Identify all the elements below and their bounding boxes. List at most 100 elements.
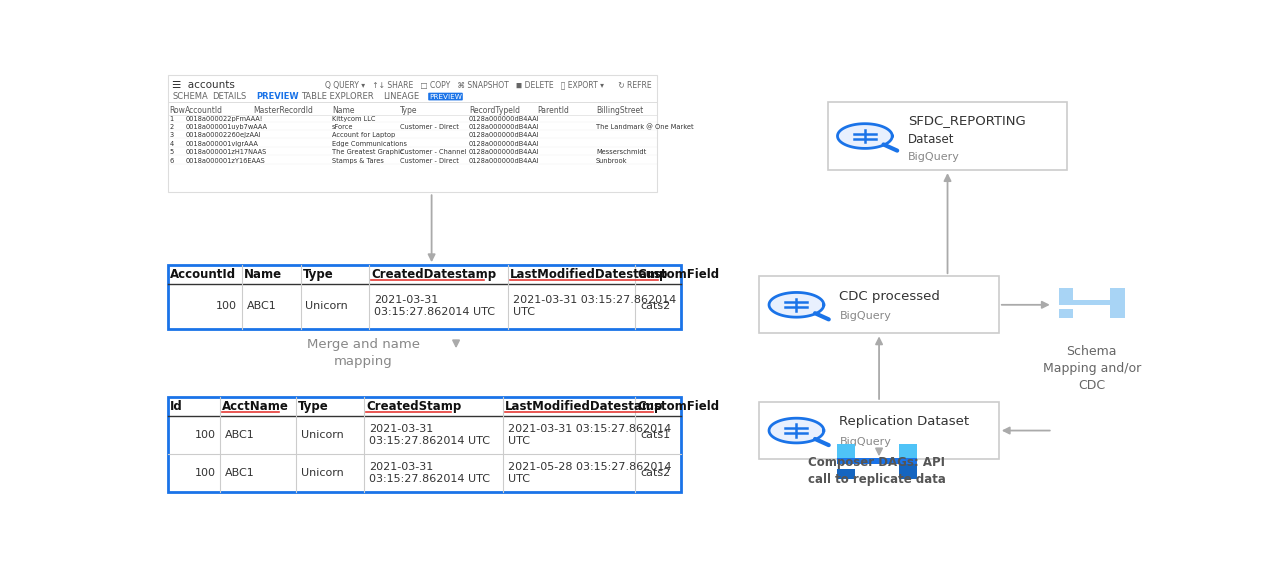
FancyBboxPatch shape bbox=[1059, 300, 1124, 305]
Text: AccountId: AccountId bbox=[169, 268, 236, 281]
Text: Messerschmidt: Messerschmidt bbox=[596, 149, 646, 155]
Text: cats2: cats2 bbox=[640, 468, 670, 478]
Text: 100: 100 bbox=[194, 468, 216, 478]
Text: CreatedDatestamp: CreatedDatestamp bbox=[371, 268, 496, 281]
Text: Composer DAGs: API
call to replicate data: Composer DAGs: API call to replicate dat… bbox=[808, 456, 945, 486]
Text: 0128a000000dB4AAI: 0128a000000dB4AAI bbox=[468, 158, 539, 163]
Text: Merge and name
mapping: Merge and name mapping bbox=[307, 338, 420, 368]
Text: 0018a000001zH17NAAS: 0018a000001zH17NAAS bbox=[186, 149, 266, 155]
FancyBboxPatch shape bbox=[828, 102, 1068, 170]
Text: MasterRecordId: MasterRecordId bbox=[254, 106, 313, 115]
Text: Row: Row bbox=[169, 106, 186, 115]
Text: 100: 100 bbox=[194, 430, 216, 440]
FancyBboxPatch shape bbox=[168, 398, 681, 492]
Text: LINEAGE: LINEAGE bbox=[384, 92, 419, 101]
FancyBboxPatch shape bbox=[837, 469, 854, 480]
Text: 3: 3 bbox=[169, 132, 174, 139]
Text: Sunbrook: Sunbrook bbox=[596, 158, 627, 163]
Text: Dataset: Dataset bbox=[907, 133, 954, 146]
Text: 0018a000001zY16EAAS: 0018a000001zY16EAAS bbox=[186, 158, 265, 163]
Text: The Greatest Graphic: The Greatest Graphic bbox=[332, 149, 404, 155]
FancyBboxPatch shape bbox=[1111, 302, 1124, 317]
Text: PREVIEW: PREVIEW bbox=[256, 92, 299, 101]
Text: 2021-03-31 03:15:27.862014
UTC: 2021-03-31 03:15:27.862014 UTC bbox=[507, 424, 671, 446]
Text: AcctName: AcctName bbox=[222, 400, 289, 413]
Text: ABC1: ABC1 bbox=[225, 430, 255, 440]
Text: 100: 100 bbox=[216, 301, 237, 311]
Polygon shape bbox=[838, 124, 892, 148]
Text: CustomField: CustomField bbox=[637, 400, 719, 413]
Text: sForce: sForce bbox=[332, 124, 353, 130]
Text: 2: 2 bbox=[169, 124, 174, 130]
FancyBboxPatch shape bbox=[168, 265, 681, 329]
Text: 0128a000000dB4AAI: 0128a000000dB4AAI bbox=[468, 141, 539, 147]
Text: DETAILS: DETAILS bbox=[212, 92, 246, 101]
Text: ☰  accounts: ☰ accounts bbox=[173, 80, 235, 90]
Text: Type: Type bbox=[400, 106, 418, 115]
Text: 0128a000000dB4AAI: 0128a000000dB4AAI bbox=[468, 149, 539, 155]
Text: PREVIEW: PREVIEW bbox=[429, 93, 462, 100]
FancyBboxPatch shape bbox=[760, 276, 1000, 333]
Text: 1: 1 bbox=[169, 116, 174, 121]
Text: 2021-03-31 03:15:27.862014
UTC: 2021-03-31 03:15:27.862014 UTC bbox=[512, 295, 676, 317]
Text: Account for Laptop: Account for Laptop bbox=[332, 132, 395, 139]
Text: 2021-05-28 03:15:27.862014
UTC: 2021-05-28 03:15:27.862014 UTC bbox=[507, 462, 671, 484]
FancyBboxPatch shape bbox=[168, 76, 656, 193]
Text: SFDC_REPORTING: SFDC_REPORTING bbox=[907, 115, 1026, 128]
Text: LastModifiedDatestamp: LastModifiedDatestamp bbox=[505, 400, 664, 413]
Text: SCHEMA: SCHEMA bbox=[173, 92, 208, 101]
Text: CreatedStamp: CreatedStamp bbox=[366, 400, 462, 413]
Text: BigQuery: BigQuery bbox=[839, 437, 891, 447]
Text: Q QUERY ▾   ↑↓ SHARE   □ COPY   ⌘ SNAPSHOT   ◼ DELETE   ⤒ EXPORT ▾      ↻ REFRE: Q QUERY ▾ ↑↓ SHARE □ COPY ⌘ SNAPSHOT ◼ D… bbox=[326, 81, 651, 89]
Text: 5: 5 bbox=[169, 149, 174, 155]
Text: Edge Communications: Edge Communications bbox=[332, 141, 406, 147]
Text: 0018a000022pFmAAA!: 0018a000022pFmAAA! bbox=[186, 116, 262, 121]
FancyBboxPatch shape bbox=[837, 444, 854, 459]
Text: Name: Name bbox=[244, 268, 281, 281]
Text: 0128a000000dB4AAI: 0128a000000dB4AAI bbox=[468, 116, 539, 121]
Text: AccountId: AccountId bbox=[186, 106, 223, 115]
Text: 0128a000000dB4AAI: 0128a000000dB4AAI bbox=[468, 124, 539, 130]
FancyBboxPatch shape bbox=[837, 458, 916, 464]
Text: 0018a000001vlgrAAA: 0018a000001vlgrAAA bbox=[186, 141, 257, 147]
Text: 6: 6 bbox=[169, 158, 174, 163]
Text: Name: Name bbox=[332, 106, 355, 115]
Text: 4: 4 bbox=[169, 141, 174, 147]
FancyBboxPatch shape bbox=[899, 461, 916, 480]
Text: Unicorn: Unicorn bbox=[300, 468, 343, 478]
Text: 2021-03-31
03:15:27.862014 UTC: 2021-03-31 03:15:27.862014 UTC bbox=[369, 462, 490, 484]
Text: 0018a00002260eJzAAI: 0018a00002260eJzAAI bbox=[186, 132, 261, 139]
FancyBboxPatch shape bbox=[1111, 288, 1124, 300]
Text: TABLE EXPLORER: TABLE EXPLORER bbox=[302, 92, 374, 101]
FancyBboxPatch shape bbox=[1059, 288, 1074, 300]
Text: Type: Type bbox=[298, 400, 328, 413]
Text: ParentId: ParentId bbox=[538, 106, 569, 115]
Text: CDC processed: CDC processed bbox=[839, 290, 940, 303]
Text: 0018a000001uyb7wAAA: 0018a000001uyb7wAAA bbox=[186, 124, 268, 130]
Text: CustomField: CustomField bbox=[637, 268, 719, 281]
Polygon shape bbox=[769, 292, 824, 317]
Text: Kittycom LLC: Kittycom LLC bbox=[332, 116, 375, 121]
FancyBboxPatch shape bbox=[1059, 309, 1074, 317]
Text: Replication Dataset: Replication Dataset bbox=[839, 415, 969, 429]
Text: Type: Type bbox=[303, 268, 333, 281]
FancyBboxPatch shape bbox=[899, 444, 916, 459]
Text: 2021-03-31
03:15:27.862014 UTC: 2021-03-31 03:15:27.862014 UTC bbox=[369, 424, 490, 446]
Text: Stamps & Tares: Stamps & Tares bbox=[332, 158, 384, 163]
Text: Schema
Mapping and/or
CDC: Schema Mapping and/or CDC bbox=[1042, 344, 1141, 391]
Text: Customer - Direct: Customer - Direct bbox=[400, 158, 459, 163]
Text: LastModifiedDatestamp: LastModifiedDatestamp bbox=[510, 268, 668, 281]
Text: cats1: cats1 bbox=[640, 430, 670, 440]
FancyBboxPatch shape bbox=[760, 402, 1000, 459]
Text: Id: Id bbox=[169, 400, 182, 413]
Text: 0128a000000dB4AAI: 0128a000000dB4AAI bbox=[468, 132, 539, 139]
Text: BigQuery: BigQuery bbox=[839, 311, 891, 321]
Text: The Landmark @ One Market: The Landmark @ One Market bbox=[596, 124, 694, 130]
Polygon shape bbox=[769, 418, 824, 443]
Text: RecordTypeId: RecordTypeId bbox=[468, 106, 520, 115]
Text: cats2: cats2 bbox=[640, 301, 670, 311]
Text: Customer - Channel: Customer - Channel bbox=[400, 149, 467, 155]
Text: Unicorn: Unicorn bbox=[300, 430, 343, 440]
Text: ABC1: ABC1 bbox=[247, 301, 276, 311]
Text: BillingStreet: BillingStreet bbox=[596, 106, 644, 115]
